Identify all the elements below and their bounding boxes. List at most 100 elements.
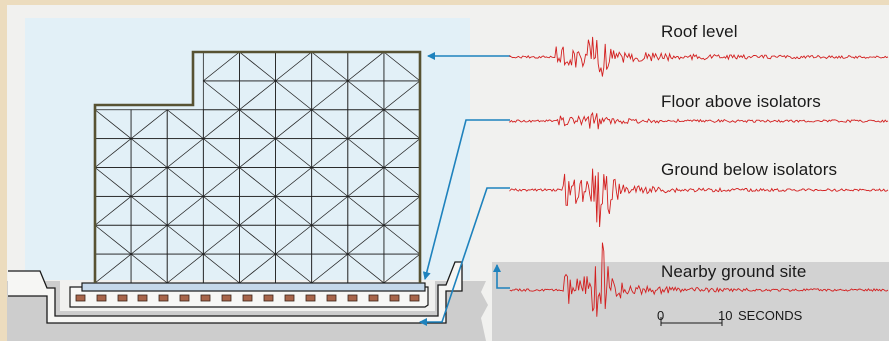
frame-brace xyxy=(347,51,385,82)
frame-brace xyxy=(203,224,240,255)
frame-brace xyxy=(275,138,312,168)
frame-brace xyxy=(383,138,421,168)
frame-brace xyxy=(311,109,349,139)
frame-brace xyxy=(166,253,204,284)
retaining-wall xyxy=(8,261,463,324)
frame-brace xyxy=(347,167,385,197)
frame-brace xyxy=(94,196,132,226)
ground-mass xyxy=(7,281,488,341)
frame-brace xyxy=(94,109,132,139)
scale-zero-label: 0 xyxy=(657,308,665,323)
frame-brace xyxy=(239,109,276,139)
frame-brace xyxy=(275,109,312,139)
frame-brace xyxy=(275,224,312,255)
frame-brace xyxy=(275,51,312,82)
seismogram-trace xyxy=(509,242,889,317)
isolator-bearing xyxy=(242,294,253,302)
frame-brace xyxy=(166,138,204,168)
nearby-arrow xyxy=(493,264,510,289)
frame-brace xyxy=(130,253,168,284)
ground-band-right xyxy=(492,262,889,341)
scale-ten-label: 10 xyxy=(718,308,733,323)
frame-brace xyxy=(203,51,240,82)
frame-brace xyxy=(203,138,240,168)
frame-brace xyxy=(383,224,421,255)
isolator-bearing xyxy=(409,294,420,302)
frame-brace xyxy=(203,109,240,139)
frame-brace xyxy=(130,196,168,226)
isolator-bearings xyxy=(75,294,420,302)
frame-brace xyxy=(311,253,349,284)
frame-brace xyxy=(203,167,240,197)
frame-brace xyxy=(166,224,204,255)
frame-brace xyxy=(94,224,132,255)
building-outline xyxy=(93,50,422,283)
isolator-bearing xyxy=(368,294,379,302)
frame-brace xyxy=(383,51,421,82)
frame-brace xyxy=(94,138,132,168)
frame-brace xyxy=(383,109,421,139)
frame-brace xyxy=(383,167,421,197)
trace-label-ground: Ground below isolators xyxy=(661,160,838,179)
frame-brace xyxy=(383,253,421,284)
frame-brace xyxy=(203,253,240,284)
frame-brace xyxy=(311,80,349,111)
frame-brace xyxy=(347,109,385,139)
frame-brace xyxy=(130,167,168,197)
trace-label-roof: Roof level xyxy=(661,22,738,41)
trace-label-nearby: Nearby ground site xyxy=(661,262,807,281)
isolator-bearing xyxy=(221,294,232,302)
seismograms xyxy=(509,36,889,317)
frame-brace xyxy=(203,80,240,111)
frame-brace xyxy=(311,167,349,197)
isolator-bearing xyxy=(117,294,128,302)
frame-brace xyxy=(275,196,312,226)
frame-brace xyxy=(166,109,204,139)
frame-brace xyxy=(347,224,385,255)
frame-brace xyxy=(347,196,385,226)
time-scale-bar xyxy=(660,317,723,326)
ground-arrow xyxy=(419,187,510,326)
isolator-bearing xyxy=(347,294,358,302)
frame-brace xyxy=(347,253,385,284)
frame-brace xyxy=(275,253,312,284)
frame-brace xyxy=(311,196,349,226)
frame-brace xyxy=(94,167,132,197)
floor-arrow xyxy=(422,119,510,280)
frame-brace xyxy=(383,80,421,111)
isolator-bearing xyxy=(96,294,107,302)
frame-brace xyxy=(94,253,132,284)
trace-label-floor: Floor above isolators xyxy=(661,92,821,111)
sensor-arrows xyxy=(419,52,510,326)
frame-brace xyxy=(383,196,421,226)
frame-brace xyxy=(311,138,349,168)
isolator-bearing xyxy=(305,294,316,302)
frame-brace xyxy=(239,167,276,197)
isolator-bearing xyxy=(75,294,86,302)
frame-brace xyxy=(130,224,168,255)
isolation-base-plate xyxy=(81,282,426,292)
frame-brace xyxy=(275,167,312,197)
frame-brace xyxy=(239,51,276,82)
frame-brace xyxy=(130,138,168,168)
isolator-bearing xyxy=(137,294,148,302)
isolator-bearing xyxy=(200,294,211,302)
seismogram-trace xyxy=(509,168,889,228)
frame-brace xyxy=(275,80,312,111)
frame-brace xyxy=(239,80,276,111)
isolator-bearing xyxy=(263,294,274,302)
frame-brace xyxy=(239,224,276,255)
frame-brace xyxy=(130,109,168,139)
frame-brace xyxy=(203,196,240,226)
isolator-bearing xyxy=(284,294,295,302)
isolator-bearing xyxy=(389,294,400,302)
scale-unit-label: SECONDS xyxy=(738,308,803,323)
isolator-bearing xyxy=(179,294,190,302)
seismogram-trace xyxy=(509,36,889,77)
isolator-bearing xyxy=(158,294,169,302)
frame-brace xyxy=(239,196,276,226)
building-frame xyxy=(93,50,422,284)
frame-brace xyxy=(239,138,276,168)
frame-brace xyxy=(311,51,349,82)
